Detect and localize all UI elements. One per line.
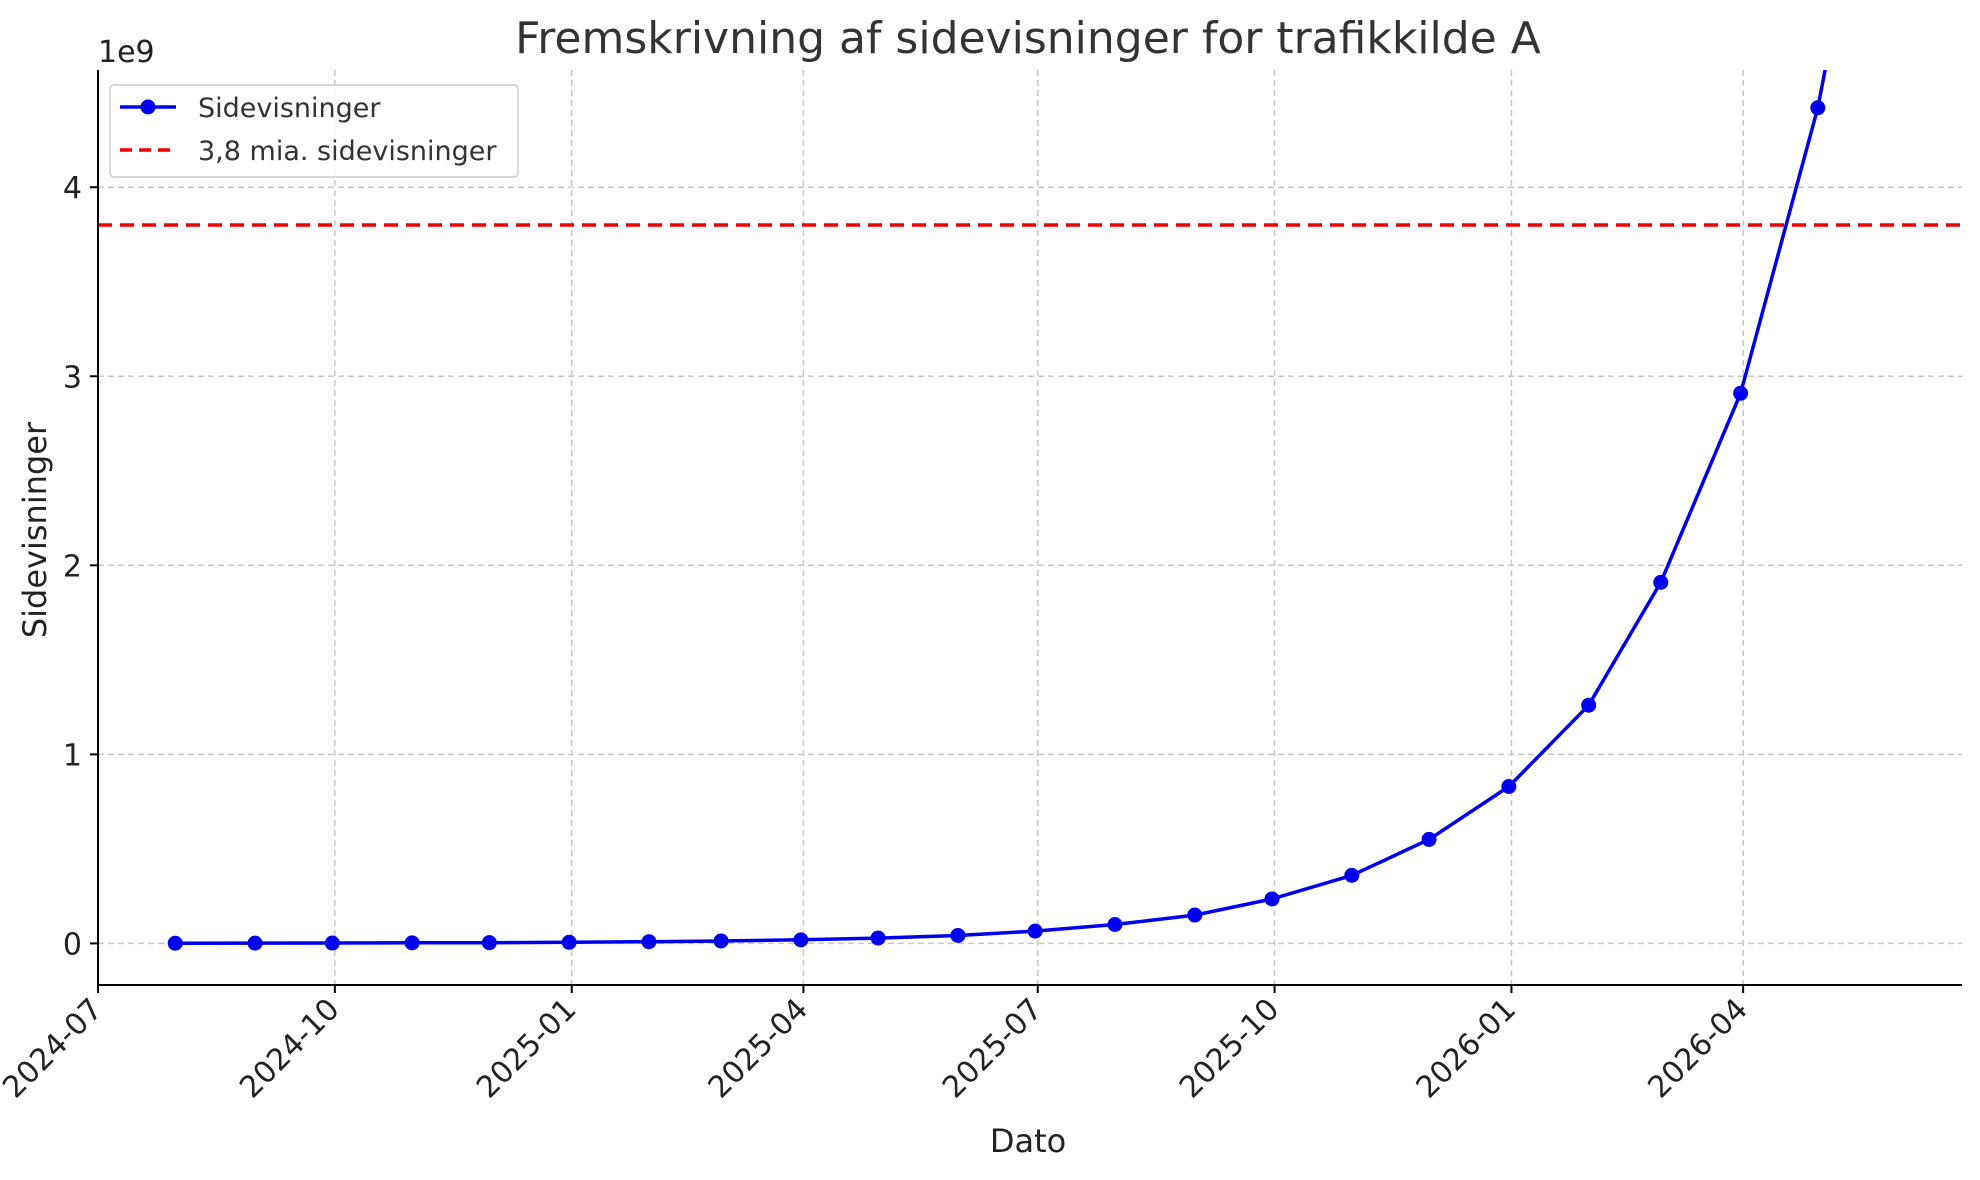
- series-layer: [167, 70, 1827, 951]
- y-tick-label: 4: [63, 171, 82, 206]
- data-point: [793, 932, 809, 948]
- x-tick-label: 2025-04: [702, 992, 815, 1105]
- data-point: [167, 935, 183, 951]
- data-point: [404, 935, 420, 951]
- legend-label-series: Sidevisninger: [198, 93, 381, 124]
- data-point: [950, 927, 966, 943]
- data-point: [1653, 574, 1669, 590]
- data-point: [1581, 697, 1597, 713]
- data-point: [247, 935, 263, 951]
- y-axis-ticks: 0 1 2 3 4: [63, 171, 98, 962]
- data-point: [1107, 917, 1123, 933]
- x-tick-label: 2026-04: [1641, 992, 1754, 1105]
- x-axis-label: Dato: [990, 1122, 1066, 1160]
- x-tick-label: 2024-10: [233, 992, 346, 1105]
- y-axis-offset-label: 1e9: [98, 35, 155, 70]
- data-point: [641, 934, 657, 950]
- data-point: [1344, 867, 1360, 883]
- y-axis-label: Sidevisninger: [16, 421, 54, 638]
- data-point: [1027, 923, 1043, 939]
- x-tick-label: 2025-07: [936, 992, 1049, 1105]
- x-tick-label: 2025-01: [470, 992, 583, 1105]
- data-point: [481, 935, 497, 951]
- legend: Sidevisninger 3,8 mia. sidevisninger: [109, 84, 519, 178]
- data-point: [1810, 100, 1826, 116]
- legend-marker-series: [140, 99, 156, 115]
- y-tick-label: 3: [63, 360, 82, 395]
- data-point: [1187, 907, 1203, 923]
- data-point: [870, 930, 886, 946]
- chart-title: Fremskrivning af sidevisninger for trafi…: [515, 13, 1541, 64]
- data-point: [1501, 778, 1517, 794]
- y-tick-label: 0: [63, 927, 82, 962]
- x-tick-label: 2025-10: [1173, 992, 1286, 1105]
- y-tick-label: 1: [63, 738, 82, 773]
- x-tick-label: 2026-01: [1410, 992, 1523, 1105]
- x-axis-ticks: 2024-07 2024-10 2025-01 2025-04 2025-07 2025-…: [0, 985, 1755, 1105]
- data-point: [1264, 891, 1280, 907]
- x-tick-label: 2024-07: [0, 992, 110, 1105]
- legend-box: [109, 84, 519, 178]
- series-group: [167, 70, 1827, 951]
- data-point: [324, 935, 340, 951]
- data-point: [1421, 831, 1437, 847]
- data-point: [713, 933, 729, 949]
- legend-label-reference: 3,8 mia. sidevisninger: [198, 136, 497, 167]
- data-point: [561, 934, 577, 950]
- data-point: [1733, 385, 1749, 401]
- y-tick-label: 2: [63, 549, 82, 584]
